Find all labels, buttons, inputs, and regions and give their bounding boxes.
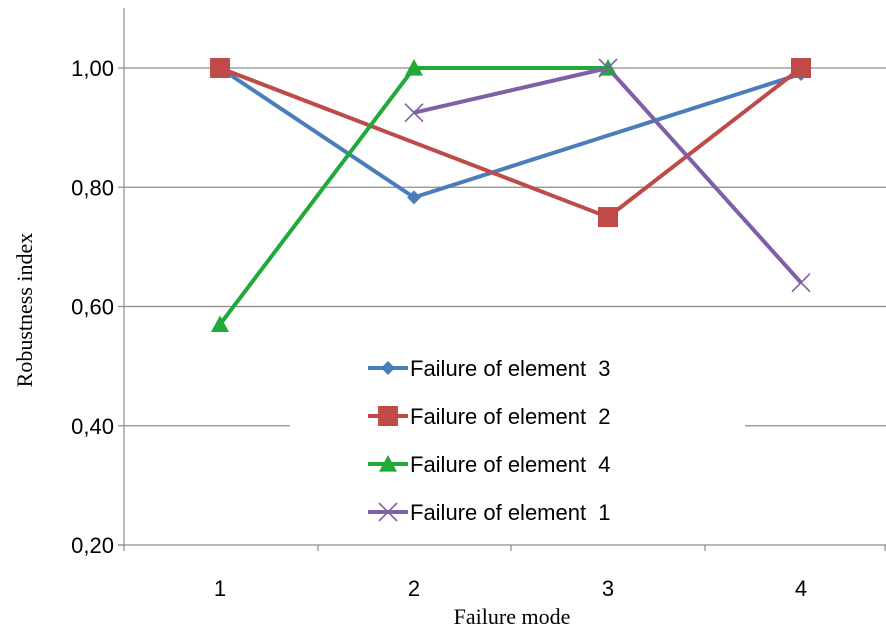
x-tick-label: 2 <box>408 576 420 601</box>
y-tick-label: 0,60 <box>71 295 114 320</box>
data-point <box>598 58 618 78</box>
x-tick-label: 3 <box>602 576 614 601</box>
legend-marker <box>379 455 397 472</box>
x-axis-title: Failure mode <box>454 604 571 629</box>
legend-label: Failure of element 3 <box>410 356 611 381</box>
legend-marker <box>378 502 398 522</box>
x-tick-labels: 1 2 3 4 <box>214 576 807 601</box>
data-point <box>405 59 423 76</box>
y-tick-label: 0,20 <box>71 533 114 558</box>
y-tick-labels: 0,20 0,40 0,60 0,80 1,00 <box>71 56 114 558</box>
legend-label: Failure of element 4 <box>410 452 611 477</box>
legend-label: Failure of element 1 <box>410 500 611 525</box>
x-tick-label: 4 <box>795 576 807 601</box>
data-point <box>210 58 230 78</box>
legend: Failure of element 3 Failure of element 2… <box>368 356 611 525</box>
y-tick-label: 1,00 <box>71 56 114 81</box>
legend-item: Failure of element 2 <box>368 404 611 429</box>
series-lines <box>218 66 803 326</box>
y-tick-label: 0,40 <box>71 414 114 439</box>
series-line-4 <box>413 66 803 284</box>
data-point <box>791 273 811 293</box>
legend-marker <box>378 406 398 426</box>
legend-item: Failure of element 4 <box>368 452 611 477</box>
legend-label: Failure of element 2 <box>410 404 611 429</box>
legend-item: Failure of element 3 <box>368 356 611 381</box>
data-point <box>791 58 811 78</box>
y-tick-label: 0,80 <box>71 175 114 200</box>
axes <box>118 8 886 551</box>
legend-item: Failure of element 1 <box>368 500 611 525</box>
data-point <box>598 207 618 228</box>
x-tick-label: 1 <box>214 576 226 601</box>
data-point <box>211 315 229 333</box>
data-point <box>407 190 421 205</box>
y-axis-title: Robustness index <box>12 233 37 388</box>
series-markers <box>210 58 811 333</box>
legend-marker <box>381 361 395 375</box>
data-point <box>404 103 424 123</box>
